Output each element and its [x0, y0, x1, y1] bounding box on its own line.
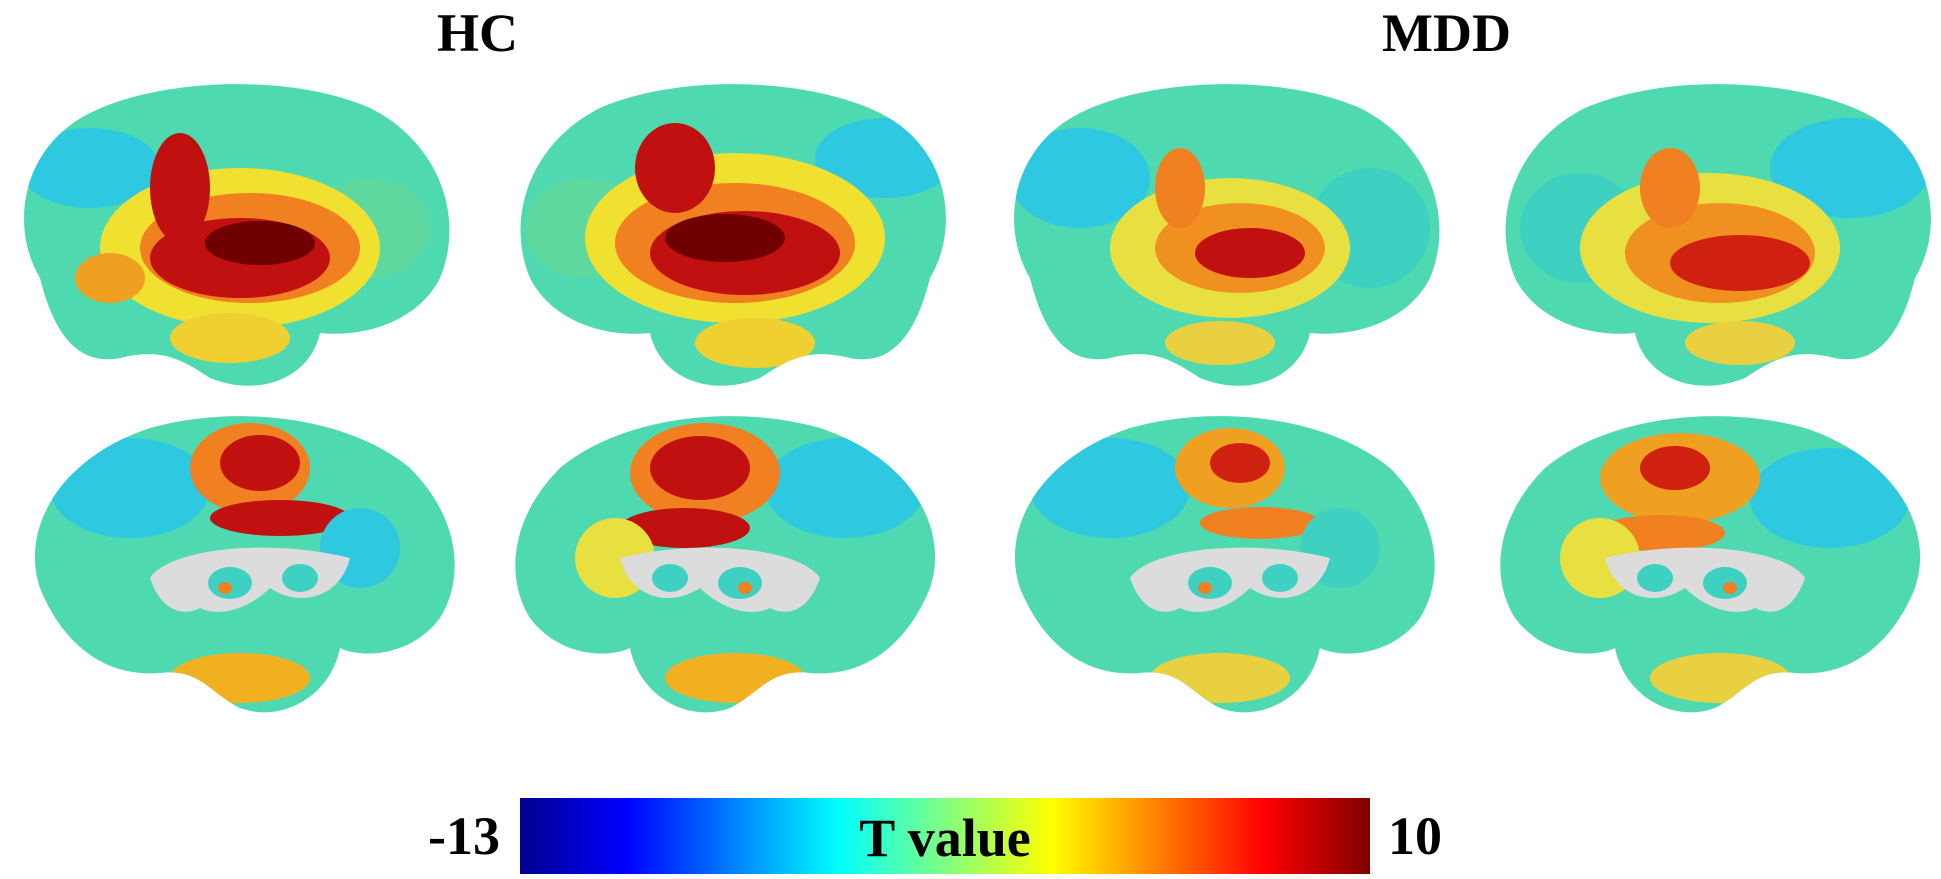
mdd-right-medial-brain	[1490, 408, 1935, 723]
group-title-mdd: MDD	[1382, 3, 1511, 63]
hc-left-medial-brain	[20, 408, 465, 723]
group-title-hc: HC	[437, 3, 518, 63]
colorbar-title: T value	[859, 808, 1031, 868]
hc-right-lateral-brain	[505, 78, 960, 398]
colorbar: T value	[520, 798, 1370, 874]
hc-left-lateral-brain	[10, 78, 465, 398]
colorbar-gradient	[520, 798, 1370, 874]
mdd-right-lateral-brain	[1490, 78, 1941, 398]
colorbar-min-label: -13	[428, 806, 500, 866]
mdd-left-lateral-brain	[1000, 78, 1455, 398]
colorbar-max-label: 10	[1388, 806, 1442, 866]
hc-right-medial-brain	[505, 408, 950, 723]
mdd-left-medial-brain	[1000, 408, 1445, 723]
